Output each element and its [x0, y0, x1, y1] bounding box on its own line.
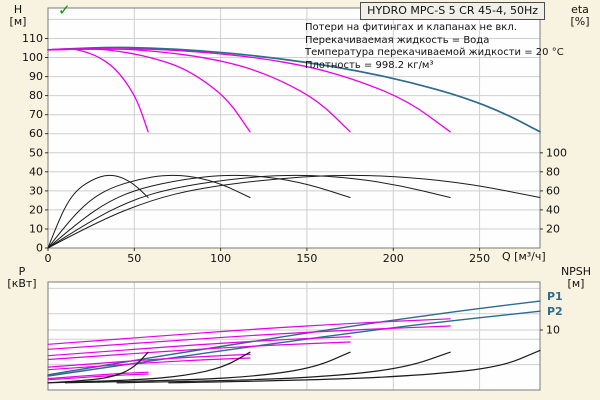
- series-npsh-2-pumps: [47, 351, 251, 384]
- svg-text:30: 30: [29, 184, 43, 197]
- npsh-axis-unit: [м]: [567, 277, 585, 290]
- svg-text:100: 100: [210, 252, 231, 265]
- note-line: Температура перекачиваемой жидкости = 20…: [305, 47, 564, 58]
- svg-text:10: 10: [546, 324, 560, 337]
- series-p2-2-pumps: [47, 357, 251, 371]
- svg-text:80: 80: [29, 89, 43, 102]
- series-p1-3-pumps: [47, 336, 351, 357]
- svg-text:40: 40: [546, 203, 560, 216]
- chart-title: HYDRO MPC-S 5 CR 45-4, 50Hz: [367, 4, 538, 17]
- series-eta-1-pump: [47, 174, 149, 249]
- chart-notes: Потери на фитингах и клапанах не вкл. Пе…: [305, 22, 564, 72]
- series-qh-2-pumps: [47, 48, 251, 133]
- svg-text:60: 60: [29, 127, 43, 140]
- h-axis-name: H: [13, 3, 23, 16]
- series-qh-5-pumps: [47, 46, 541, 133]
- series-eta-2-pumps: [47, 174, 251, 249]
- chart-pq: 10: [47, 281, 560, 391]
- svg-text:0: 0: [45, 252, 52, 265]
- series-npsh-4-pumps: [116, 351, 451, 384]
- series-npsh-3-pumps: [64, 351, 351, 384]
- svg-text:200: 200: [383, 252, 404, 265]
- npsh-axis-name: NPSH: [560, 265, 592, 278]
- svg-text:60: 60: [546, 184, 560, 197]
- svg-text:10: 10: [29, 223, 43, 236]
- h-axis-unit: [м]: [9, 15, 27, 28]
- svg-text:110: 110: [22, 32, 43, 45]
- svg-text:20: 20: [546, 223, 560, 236]
- svg-text:250: 250: [469, 252, 490, 265]
- p1-series-label: P1: [547, 290, 563, 303]
- svg-text:150: 150: [296, 252, 317, 265]
- series-qh-3-pumps: [47, 48, 351, 133]
- npsh-axis-label: NPSH [м]: [554, 266, 598, 290]
- svg-text:0: 0: [36, 242, 43, 255]
- eta-axis-unit: [%]: [570, 15, 590, 28]
- series-p2-4-pumps: [47, 325, 451, 350]
- note-line: Потери на фитингах и клапанах не вкл.: [305, 22, 517, 33]
- svg-text:90: 90: [29, 70, 43, 83]
- series-npsh-5-pumps: [168, 349, 541, 384]
- eta-axis-name: eta: [571, 3, 589, 16]
- series-p1-2-pumps: [47, 353, 251, 368]
- svg-text:40: 40: [29, 165, 43, 178]
- p2-series-label: P2: [547, 305, 563, 318]
- h-axis-label: H [м]: [4, 4, 32, 28]
- series-p1-1-pump: [47, 371, 149, 380]
- series-p2-3-pumps: [47, 341, 351, 361]
- p-axis-name: P: [18, 265, 26, 278]
- svg-text:50: 50: [29, 146, 43, 159]
- series-p1-total: [47, 300, 541, 376]
- chart-title-box: HYDRO MPC-S 5 CR 45-4, 50Hz: [360, 2, 545, 20]
- series-p2-1-pump: [47, 373, 149, 381]
- eta-axis-label: eta [%]: [564, 4, 596, 28]
- svg-text:80: 80: [546, 165, 560, 178]
- series-eta-5-pumps: [47, 174, 541, 249]
- p-axis-unit: [кВт]: [7, 277, 37, 290]
- svg-text:50: 50: [127, 252, 141, 265]
- svg-text:20: 20: [29, 203, 43, 216]
- series-p2-total: [47, 310, 541, 377]
- series-npsh-1-pump: [47, 351, 149, 384]
- series-eta-4-pumps: [47, 174, 451, 249]
- svg-text:100: 100: [546, 146, 567, 159]
- svg-text:70: 70: [29, 108, 43, 121]
- checkmark-icon: ✓: [58, 1, 71, 19]
- note-line: Перекачиваемая жидкость = Вода: [305, 34, 490, 46]
- q-axis-label: Q [м³/ч]: [502, 250, 546, 263]
- chart-qh: 0 50 100 150 200 250 0 10 20 30 40 50 60 70 80 90 100 110…: [22, 7, 567, 265]
- svg-text:100: 100: [22, 51, 43, 64]
- series-qh-4-pumps: [47, 48, 451, 133]
- series-eta-3-pumps: [47, 174, 351, 249]
- series-p1-4-pumps: [47, 318, 451, 345]
- p-axis-label: P [кВт]: [4, 266, 40, 290]
- note-line: Плотность = 998.2 кг/м³: [305, 59, 434, 71]
